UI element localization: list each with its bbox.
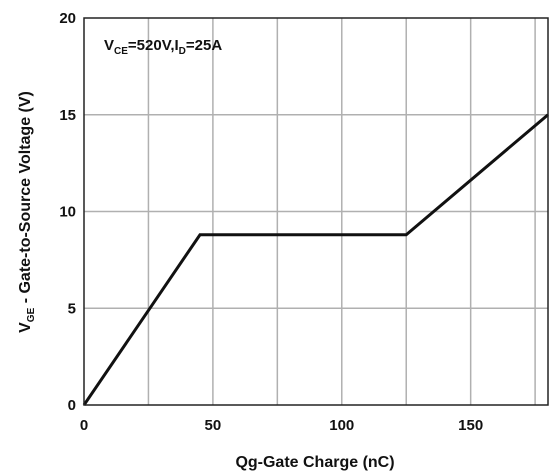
y-axis-label: VGE - Gate-to-Source Voltage (V) xyxy=(17,91,37,333)
annot-v: V xyxy=(104,37,114,54)
annot-d-sub: D xyxy=(179,46,186,57)
annot-ce-sub: CE xyxy=(114,46,128,57)
y-tick-label: 15 xyxy=(59,107,76,124)
tick-labels: 0 50 100 150 0 5 10 15 20 xyxy=(59,10,483,434)
x-tick-label: 100 xyxy=(329,417,354,434)
x-axis-label: Qg-Gate Charge (nC) xyxy=(235,454,394,471)
chart-annotation: VCE=520V,ID=25A xyxy=(104,37,222,57)
x-tick-label: 150 xyxy=(458,417,483,434)
y-label-rest: - Gate-to-Source Voltage (V) xyxy=(17,91,34,308)
series-line xyxy=(82,113,549,406)
x-tick-label: 50 xyxy=(205,417,222,434)
series-layer xyxy=(82,113,549,406)
y-tick-label: 0 xyxy=(68,397,76,414)
y-label-sub: GE xyxy=(26,307,37,322)
y-label-prefix: V xyxy=(17,322,34,333)
annot-mid: =520V,I xyxy=(128,37,179,54)
annot-end: =25A xyxy=(186,37,222,54)
y-tick-label: 10 xyxy=(59,204,76,221)
grid xyxy=(84,18,548,405)
plot-frame xyxy=(83,17,549,406)
y-tick-label: 20 xyxy=(59,10,76,27)
y-tick-label: 5 xyxy=(68,300,76,317)
x-tick-label: 0 xyxy=(80,417,88,434)
